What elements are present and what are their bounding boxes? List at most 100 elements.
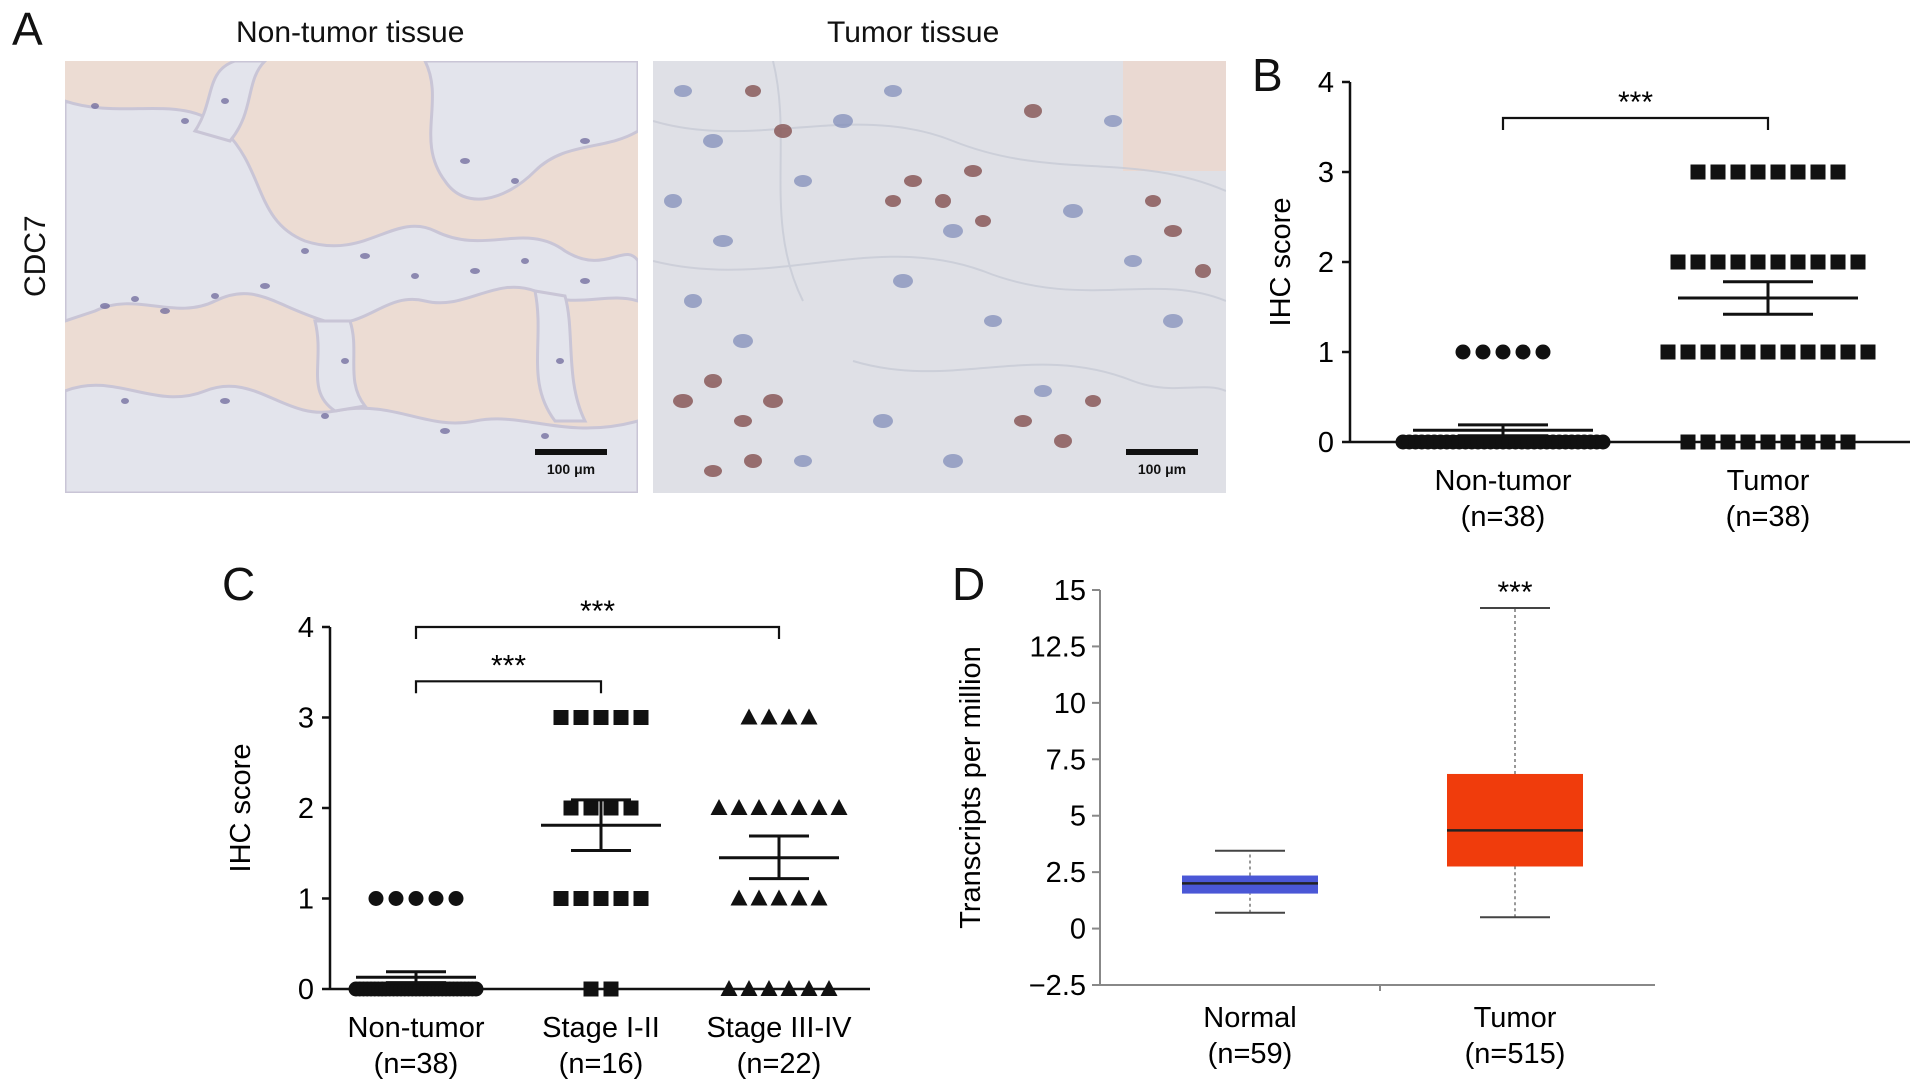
data-point: [593, 891, 609, 906]
data-point: [750, 799, 768, 815]
data-point: [603, 800, 619, 816]
data-point: [553, 710, 569, 725]
x-category-label: Normal: [1203, 1002, 1296, 1034]
data-point: [780, 980, 798, 996]
data-point: [368, 891, 384, 906]
non-tumor-scale-bar-label: 100 μm: [547, 461, 595, 477]
data-point: [468, 981, 484, 997]
data-point: [1750, 164, 1766, 180]
data-point: [1840, 434, 1856, 450]
data-point: [573, 891, 589, 906]
data-point: [1690, 254, 1706, 270]
data-point: [740, 708, 758, 725]
data-point: [1690, 164, 1706, 180]
data-point: [1670, 254, 1686, 270]
y-tick-label: 15: [1054, 575, 1086, 607]
y-tick-label: 3: [298, 703, 314, 735]
y-axis-label: IHC score: [225, 744, 257, 873]
data-point: [770, 889, 788, 906]
data-point: [800, 708, 818, 725]
panel-letter-c: C: [222, 558, 256, 610]
x-category-n: (n=16): [559, 1048, 644, 1080]
data-point: [1535, 344, 1551, 360]
y-tick-label: 3: [1318, 157, 1334, 189]
y-tick-label: 4: [1318, 67, 1334, 99]
data-point: [408, 891, 424, 906]
data-point: [1850, 254, 1866, 270]
data-point: [1800, 434, 1816, 450]
data-point: [1740, 434, 1756, 450]
chart-d: −2.5 0 2.5 5 7.5 10 12.5 15 Transcripts per mill…: [955, 575, 1655, 1070]
data-point: [613, 710, 629, 725]
data-point: [1455, 344, 1471, 360]
x-category-label: Stage III-IV: [706, 1012, 852, 1044]
data-point: [633, 710, 649, 725]
data-point: [800, 980, 818, 996]
data-point: [830, 799, 848, 815]
data-point: [583, 800, 599, 816]
cdc7-row-label: CDC7: [19, 215, 52, 297]
data-point: [1820, 344, 1836, 360]
data-point: [760, 708, 778, 725]
data-point: [1680, 344, 1696, 360]
significance-label: ***: [1618, 86, 1653, 119]
data-point: [1770, 254, 1786, 270]
x-category-n: (n=515): [1465, 1038, 1566, 1070]
y-tick-label: 2: [298, 793, 314, 825]
data-point: [1515, 344, 1531, 360]
data-point: [1740, 344, 1756, 360]
x-category-label: Stage I-II: [542, 1012, 660, 1044]
data-point: [428, 891, 444, 906]
data-point: [760, 980, 778, 996]
data-point: [623, 800, 639, 816]
data-point: [1790, 254, 1806, 270]
data-point: [780, 708, 798, 725]
box: [1447, 773, 1583, 867]
y-tick-label: 1: [1318, 337, 1334, 369]
tumor-micrograph: 100 μm: [653, 61, 1226, 493]
data-point: [810, 889, 828, 906]
data-point: [593, 710, 609, 725]
data-point: [1720, 434, 1736, 450]
data-point: [750, 889, 768, 906]
chart-b: 0 1 2 3 4 IHC score Non-tumor (n=38) Tumor (n=38)…: [1270, 67, 1910, 533]
data-point: [1820, 434, 1836, 450]
data-point: [1830, 254, 1846, 270]
x-category-n: (n=22): [737, 1048, 822, 1080]
y-tick-label: 2.5: [1046, 857, 1086, 889]
data-point: [563, 800, 579, 816]
data-point: [448, 891, 464, 906]
data-point: [573, 710, 589, 725]
y-tick-label: 0: [1070, 914, 1086, 946]
data-point: [1595, 434, 1611, 450]
non-tumor-micrograph: 100 μm: [65, 61, 638, 493]
tumor-tissue-title: Tumor tissue: [827, 16, 1000, 49]
y-tick-label: 4: [298, 612, 314, 644]
data-point: [1495, 344, 1511, 360]
y-axis-label: IHC score: [1270, 198, 1297, 327]
panel-letter-d: D: [952, 558, 986, 610]
data-point: [1790, 164, 1806, 180]
data-point: [388, 891, 404, 906]
data-point: [1830, 164, 1846, 180]
y-tick-label: 2: [1318, 247, 1334, 279]
data-point: [1730, 164, 1746, 180]
x-category-n: (n=38): [1461, 501, 1546, 533]
tumor-scale-bar-label: 100 μm: [1138, 461, 1186, 477]
data-point: [583, 981, 599, 997]
y-tick-label: 1: [298, 884, 314, 916]
data-point: [1800, 344, 1816, 360]
data-point: [1710, 254, 1726, 270]
panel-letter-a: A: [12, 3, 43, 55]
data-point: [1750, 254, 1766, 270]
data-point: [1730, 254, 1746, 270]
data-point: [1780, 434, 1796, 450]
data-point: [1810, 164, 1826, 180]
y-tick-label: 10: [1054, 688, 1086, 720]
non-tumor-tissue-title: Non-tumor tissue: [236, 16, 465, 49]
data-point: [613, 891, 629, 906]
y-tick-label: 7.5: [1046, 744, 1086, 776]
data-point: [790, 889, 808, 906]
x-category-n: (n=38): [374, 1048, 459, 1080]
data-point: [1660, 344, 1676, 360]
